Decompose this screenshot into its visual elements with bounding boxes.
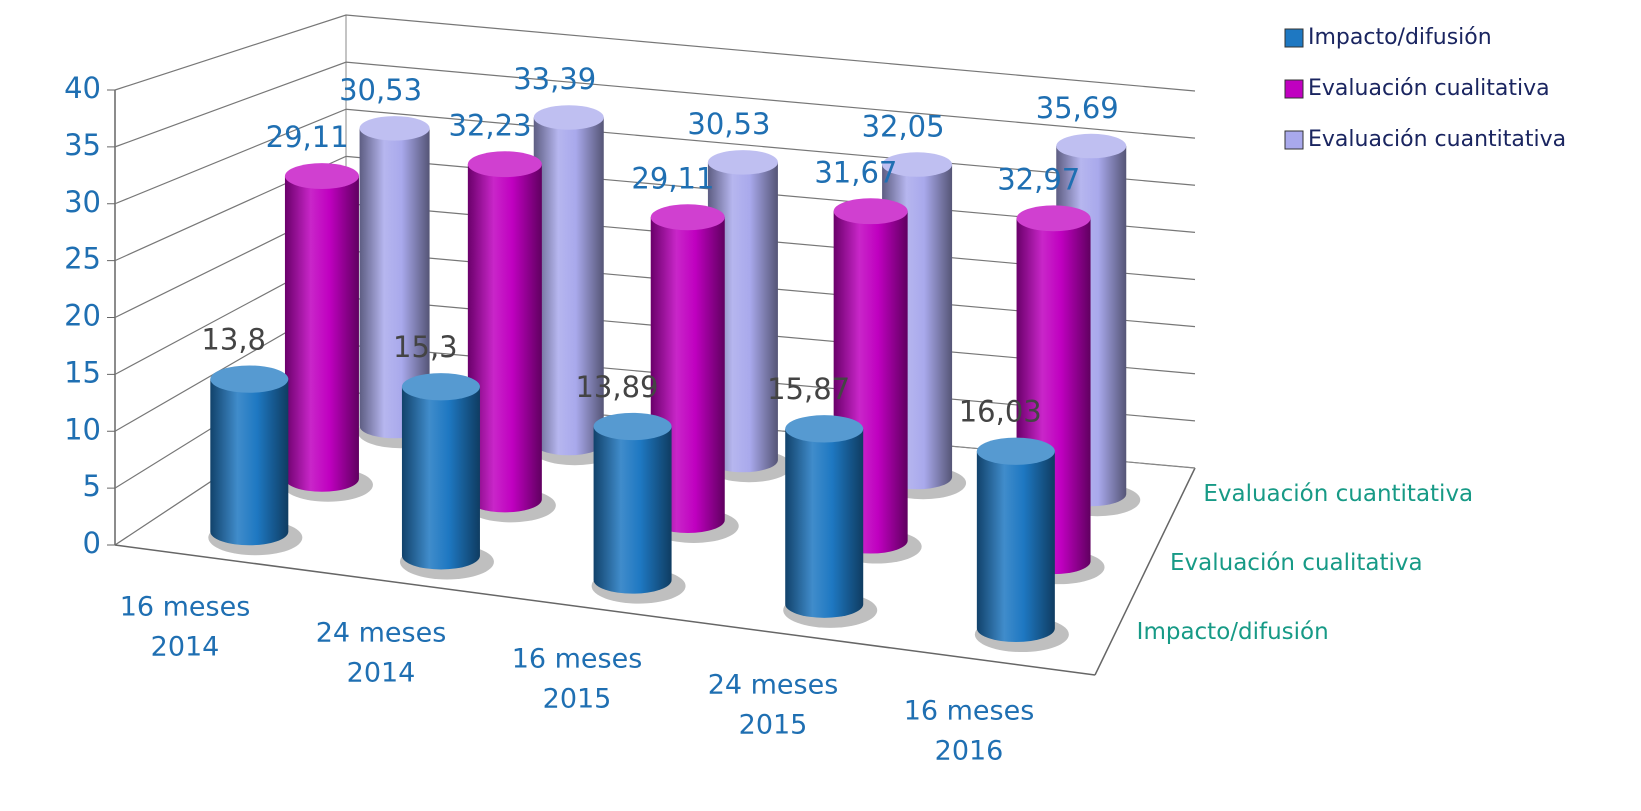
x-tick-label: 16 meses: [120, 592, 251, 623]
value-label: 29,11: [266, 120, 349, 154]
cylinder-top: [833, 198, 908, 225]
cylinder-top: [785, 415, 864, 443]
value-label: 35,69: [1036, 91, 1119, 125]
cylinder-top: [593, 412, 672, 441]
y-tick-label: 35: [64, 128, 101, 162]
cylinder-top: [1056, 133, 1127, 159]
floor-edge: [1094, 467, 1196, 676]
cylinder-top: [707, 150, 778, 175]
y-tick-label: 15: [64, 355, 101, 389]
y-tick-label: 20: [64, 299, 101, 333]
value-label: 33,39: [513, 62, 596, 96]
legend-swatch: [1284, 28, 1304, 48]
value-label: 30,53: [339, 73, 422, 107]
y-tick-label: 40: [64, 71, 101, 105]
value-label: 32,23: [449, 108, 532, 142]
cylinder: [467, 164, 542, 513]
value-label: 32,97: [997, 162, 1080, 196]
y-tick-label: 5: [83, 469, 101, 503]
grid-line: [114, 61, 1196, 148]
value-label: 15,87: [767, 372, 850, 406]
value-label: 31,67: [814, 155, 897, 189]
cylinder: [785, 428, 864, 618]
cylinder-top: [882, 152, 953, 177]
value-label: 15,3: [393, 330, 458, 364]
cylinder: [593, 426, 672, 594]
cylinder: [359, 128, 430, 439]
cylinder-top: [533, 105, 604, 130]
x-tick-label: 16 meses: [512, 644, 643, 675]
x-tick-label: 2014: [151, 632, 220, 663]
y-tick-label: 30: [64, 185, 101, 219]
cylinder: [533, 117, 604, 456]
depth-label: Impacto/difusión: [1137, 619, 1329, 645]
x-tick-label: 2015: [739, 710, 808, 741]
value-label: 13,8: [201, 322, 266, 356]
value-label: 13,89: [575, 370, 658, 404]
depth-label: Evaluación cuantitativa: [1203, 481, 1473, 507]
grid-line: [114, 14, 1196, 92]
x-tick-label: 2014: [347, 658, 416, 689]
cylinder: [401, 386, 480, 570]
cylinder-top: [1016, 205, 1091, 232]
legend-label: Evaluación cuantitativa: [1308, 127, 1566, 152]
value-label: 16,03: [959, 395, 1042, 429]
cylinder: [707, 162, 778, 473]
cylinder-top: [976, 437, 1055, 465]
legend-label: Impacto/difusión: [1308, 25, 1492, 50]
cylinder: [284, 176, 359, 492]
cylinder-top: [359, 116, 430, 141]
cylinder-top: [210, 365, 289, 393]
cylinder: [976, 451, 1055, 643]
y-tick-label: 10: [64, 412, 101, 446]
cylinder: [210, 379, 289, 546]
legend-label: Evaluación cualitativa: [1308, 76, 1550, 101]
y-tick-label: 0: [83, 526, 101, 560]
value-label: 29,11: [631, 161, 714, 195]
x-tick-label: 2016: [935, 736, 1004, 767]
depth-label: Evaluación cualitativa: [1170, 550, 1423, 576]
y-tick-label: 25: [64, 242, 101, 276]
x-tick-label: 24 meses: [316, 618, 447, 649]
legend-swatch: [1284, 79, 1304, 99]
cylinder-top: [467, 151, 542, 178]
legend-swatch: [1284, 130, 1304, 150]
value-label: 32,05: [862, 109, 945, 143]
value-label: 30,53: [687, 107, 770, 141]
x-tick-label: 16 meses: [904, 696, 1035, 727]
cylinder-top: [401, 373, 480, 401]
cylinder-top: [284, 163, 359, 190]
x-axis: [114, 544, 1096, 676]
x-tick-label: 2015: [543, 684, 612, 715]
cylinder-top: [650, 204, 725, 231]
x-tick-label: 24 meses: [708, 670, 839, 701]
